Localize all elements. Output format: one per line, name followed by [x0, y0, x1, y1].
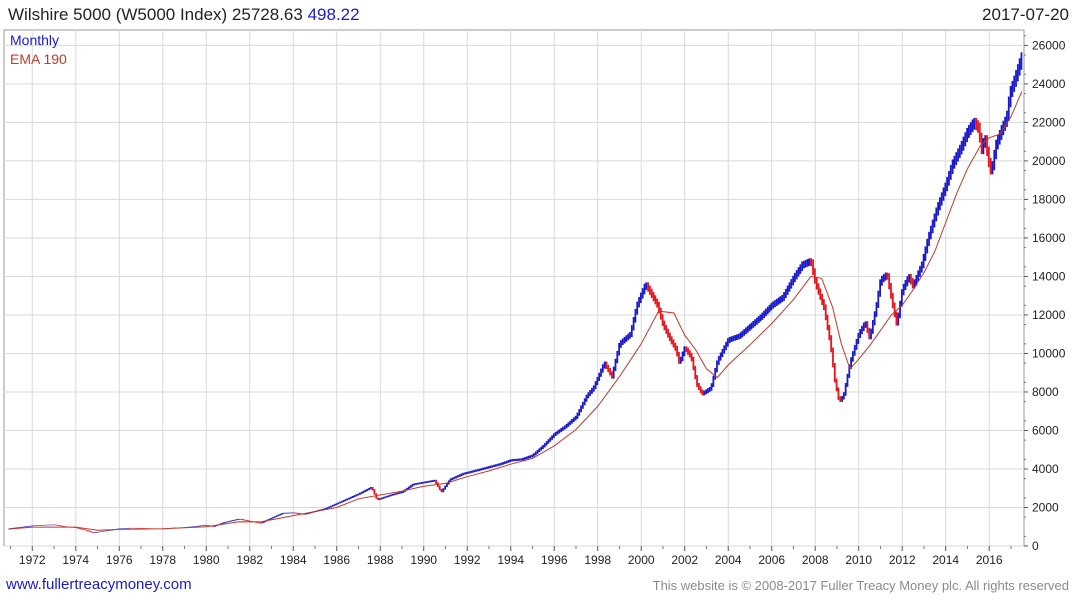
x-tick-label: 2006 — [758, 553, 785, 567]
y-tick-label: 20000 — [1032, 154, 1066, 168]
y-tick-label: 8000 — [1032, 385, 1059, 399]
title-text: Wilshire 5000 (W5000 Index) 25728.63 — [8, 5, 303, 24]
x-tick-label: 1992 — [454, 553, 481, 567]
legend-ema-190: EMA 190 — [10, 51, 67, 67]
y-tick-label: 18000 — [1032, 192, 1066, 206]
x-tick-label: 1986 — [323, 553, 350, 567]
y-axis: 0 2000 4000 6000 8000 10000 12000 14000 16000 180… — [1024, 35, 1066, 553]
x-tick-label: 1984 — [280, 553, 307, 567]
y-tick-label: 10000 — [1032, 346, 1066, 360]
x-tick-label: 2004 — [715, 553, 742, 567]
y-tick-label: 26000 — [1032, 38, 1066, 52]
y-tick-label: 0 — [1032, 539, 1039, 553]
x-tick-label: 1990 — [410, 553, 437, 567]
y-tick-label: 6000 — [1032, 423, 1059, 437]
x-tick-label: 1972 — [19, 553, 46, 567]
x-tick-label: 1998 — [584, 553, 611, 567]
x-tick-label: 2012 — [889, 553, 916, 567]
chart-date: 2017-07-20 — [982, 5, 1069, 24]
x-tick-label: 2000 — [628, 553, 655, 567]
x-tick-label: 2010 — [845, 553, 872, 567]
website-link[interactable]: www.fullertreacymoney.com — [6, 576, 192, 593]
y-tick-label: 16000 — [1032, 231, 1066, 245]
monthly-bars — [9, 52, 1023, 534]
x-tick-label: 1994 — [497, 553, 524, 567]
y-tick-label: 4000 — [1032, 462, 1059, 476]
copyright-notice: This website is © 2008-2017 Fuller Treac… — [652, 578, 1069, 593]
y-tick-label: 12000 — [1032, 308, 1066, 322]
x-tick-label: 1974 — [62, 553, 89, 567]
x-tick-label: 1982 — [236, 553, 263, 567]
x-tick-label: 2016 — [976, 553, 1003, 567]
legend-monthly: Monthly — [10, 32, 59, 48]
x-tick-label: 1976 — [106, 553, 133, 567]
x-tick-label: 2008 — [802, 553, 829, 567]
x-tick-label: 1980 — [193, 553, 220, 567]
gridlines — [4, 30, 1024, 547]
x-tick-label: 1988 — [367, 553, 394, 567]
x-tick-label: 2002 — [671, 553, 698, 567]
y-tick-label: 24000 — [1032, 77, 1066, 91]
chart-title: Wilshire 5000 (W5000 Index) 25728.63 498… — [8, 5, 360, 25]
y-tick-label: 22000 — [1032, 115, 1066, 129]
y-tick-label: 2000 — [1032, 500, 1059, 514]
ema-190-line — [8, 91, 1023, 531]
price-change: 498.22 — [307, 5, 360, 24]
x-axis: 1972 1974 1976 1978 1980 1982 1984 1986 1988 1990… — [10, 546, 1012, 567]
x-tick-label: 1978 — [149, 553, 176, 567]
y-tick-label: 14000 — [1032, 269, 1066, 283]
x-tick-label: 2014 — [932, 553, 959, 567]
x-tick-label: 1996 — [541, 553, 568, 567]
